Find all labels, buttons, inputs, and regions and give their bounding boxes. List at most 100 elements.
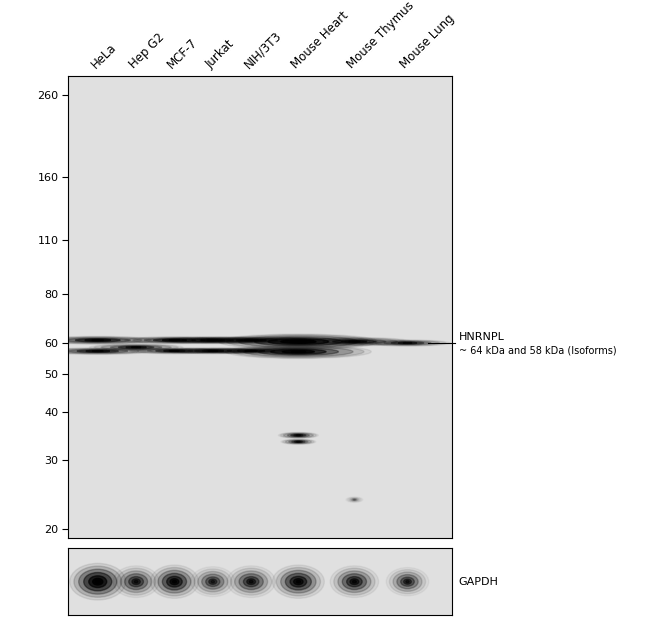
Ellipse shape — [287, 434, 309, 437]
Ellipse shape — [343, 574, 367, 590]
Text: Mouse Lung: Mouse Lung — [398, 12, 458, 72]
Ellipse shape — [45, 337, 151, 344]
Ellipse shape — [369, 340, 446, 346]
Ellipse shape — [292, 441, 305, 443]
Ellipse shape — [158, 571, 191, 593]
Ellipse shape — [351, 498, 358, 501]
Ellipse shape — [53, 337, 142, 343]
Ellipse shape — [144, 339, 205, 342]
Ellipse shape — [397, 574, 418, 589]
Ellipse shape — [156, 350, 193, 352]
Ellipse shape — [201, 339, 225, 341]
Ellipse shape — [227, 335, 370, 349]
Ellipse shape — [49, 348, 147, 354]
Ellipse shape — [130, 348, 219, 354]
Ellipse shape — [75, 339, 120, 342]
Ellipse shape — [291, 351, 305, 353]
Ellipse shape — [294, 441, 302, 443]
Ellipse shape — [194, 350, 231, 352]
Text: HeLa: HeLa — [88, 41, 119, 72]
Ellipse shape — [213, 339, 289, 342]
Ellipse shape — [170, 579, 179, 585]
Ellipse shape — [192, 339, 234, 342]
Ellipse shape — [74, 566, 122, 597]
Ellipse shape — [384, 341, 431, 345]
Ellipse shape — [272, 565, 324, 598]
Ellipse shape — [183, 339, 243, 342]
Ellipse shape — [291, 341, 306, 342]
Ellipse shape — [283, 433, 313, 437]
Ellipse shape — [148, 349, 202, 353]
Ellipse shape — [348, 341, 360, 342]
Text: ~ 64 kDa and 58 kDa (Isoforms): ~ 64 kDa and 58 kDa (Isoforms) — [459, 346, 616, 355]
Text: GAPDH: GAPDH — [459, 577, 499, 586]
Ellipse shape — [209, 579, 217, 585]
Ellipse shape — [236, 339, 266, 341]
Ellipse shape — [186, 349, 240, 353]
Ellipse shape — [163, 337, 263, 344]
Ellipse shape — [194, 569, 231, 595]
Ellipse shape — [137, 349, 211, 353]
Ellipse shape — [276, 567, 320, 596]
Ellipse shape — [334, 568, 375, 595]
Text: MCF-7: MCF-7 — [165, 36, 200, 72]
Ellipse shape — [70, 564, 125, 600]
Ellipse shape — [65, 338, 130, 342]
Ellipse shape — [162, 339, 187, 341]
Ellipse shape — [290, 576, 307, 587]
Ellipse shape — [258, 348, 339, 356]
Ellipse shape — [244, 347, 353, 357]
Ellipse shape — [249, 580, 253, 583]
Ellipse shape — [57, 349, 138, 354]
Ellipse shape — [189, 337, 313, 344]
Ellipse shape — [96, 580, 100, 583]
Ellipse shape — [282, 350, 315, 353]
Ellipse shape — [338, 571, 371, 592]
Ellipse shape — [346, 576, 362, 586]
Ellipse shape — [162, 573, 187, 590]
Ellipse shape — [296, 580, 300, 583]
Ellipse shape — [281, 571, 316, 593]
Ellipse shape — [211, 581, 214, 583]
Ellipse shape — [217, 349, 285, 353]
Ellipse shape — [289, 441, 308, 443]
Ellipse shape — [135, 580, 138, 583]
Ellipse shape — [119, 337, 229, 344]
Ellipse shape — [93, 578, 103, 585]
Ellipse shape — [231, 568, 272, 595]
Ellipse shape — [168, 348, 257, 354]
Ellipse shape — [281, 340, 316, 343]
Ellipse shape — [225, 339, 278, 342]
Ellipse shape — [68, 349, 127, 353]
Ellipse shape — [297, 337, 411, 346]
Ellipse shape — [237, 350, 265, 351]
Ellipse shape — [247, 579, 255, 585]
Ellipse shape — [350, 579, 359, 585]
Ellipse shape — [218, 334, 378, 349]
Ellipse shape — [303, 338, 406, 346]
Ellipse shape — [205, 577, 220, 586]
Ellipse shape — [227, 350, 275, 352]
Ellipse shape — [133, 338, 216, 343]
Ellipse shape — [226, 345, 371, 358]
Ellipse shape — [406, 581, 410, 583]
Ellipse shape — [389, 570, 426, 593]
Ellipse shape — [202, 574, 224, 589]
Ellipse shape — [352, 580, 356, 583]
Ellipse shape — [86, 351, 110, 352]
Ellipse shape — [125, 337, 224, 344]
Ellipse shape — [243, 576, 259, 586]
Ellipse shape — [89, 576, 107, 588]
Ellipse shape — [157, 337, 268, 344]
Text: Mouse Heart: Mouse Heart — [289, 10, 351, 72]
Ellipse shape — [233, 346, 364, 358]
Text: NIH/3T3: NIH/3T3 — [242, 29, 284, 72]
Ellipse shape — [120, 571, 151, 592]
Ellipse shape — [84, 339, 110, 341]
Ellipse shape — [391, 342, 424, 344]
Ellipse shape — [101, 345, 171, 350]
Ellipse shape — [342, 340, 367, 342]
Ellipse shape — [94, 344, 178, 350]
Ellipse shape — [166, 576, 182, 587]
Ellipse shape — [239, 336, 358, 347]
